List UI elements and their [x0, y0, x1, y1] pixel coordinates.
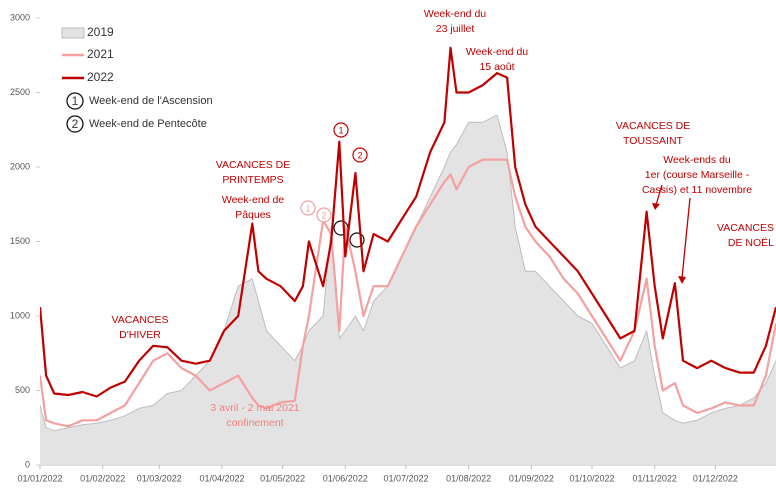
- annotation: PRINTEMPS: [222, 174, 283, 186]
- marker-circle: [333, 122, 349, 138]
- x-tick-label: 01/11/2022: [632, 473, 676, 483]
- x-tick-label: 01/09/2022: [509, 473, 554, 483]
- annotation: DE NOËL: [728, 237, 774, 249]
- marker-circle: [316, 207, 332, 223]
- legend-note: Week-end de Pentecôte: [89, 118, 207, 130]
- x-tick-label: 01/07/2022: [383, 473, 428, 483]
- marker-label: 2: [321, 210, 326, 220]
- marker-label: 2: [357, 150, 362, 160]
- y-tick-label: 500: [15, 385, 30, 395]
- x-tick-label: 01/02/2022: [80, 473, 125, 483]
- y-tick-label: 3000: [10, 12, 30, 22]
- legend-label: 2022: [87, 70, 114, 84]
- annotation: VACANCES: [717, 222, 774, 234]
- series-line: [40, 46, 776, 398]
- area-fill: [40, 114, 776, 466]
- plot: [40, 46, 776, 466]
- annotation: 3 avril - 2 mai 2021: [210, 402, 299, 414]
- x-tick-label: 01/04/2022: [199, 473, 244, 483]
- annotation: Cassis) et 11 novembre: [642, 184, 752, 196]
- x-tick-label: 01/06/2022: [323, 473, 368, 483]
- x-tick-label: 01/03/2022: [137, 473, 182, 483]
- marker-circle: [352, 147, 368, 163]
- legend-note: Week-end de l'Ascension: [89, 95, 213, 107]
- annotation: Week-end de: [222, 194, 284, 206]
- annotation: D'HIVER: [119, 329, 161, 341]
- marker-circle: [349, 232, 365, 248]
- x-tick-label: 01/08/2022: [446, 473, 491, 483]
- annotation-arrowhead: [652, 203, 660, 210]
- legend-marker-label: 2: [72, 117, 79, 131]
- x-tick-label: 01/10/2022: [569, 473, 614, 483]
- annotation-arrow: [655, 184, 663, 206]
- legend-marker: [66, 92, 84, 110]
- y-tick-label: 2000: [10, 161, 30, 171]
- annotation: Pâques: [235, 209, 271, 221]
- annotation: 1er (course Marseille -: [645, 169, 750, 181]
- y-tick-label: 1500: [10, 236, 30, 246]
- annotation-arrow: [681, 197, 691, 279]
- legend-marker: [66, 115, 84, 133]
- annotation-arrowhead: [678, 276, 686, 284]
- legend-swatch: [61, 27, 85, 39]
- marker-circle: [300, 200, 316, 216]
- x-tick-label: 01/05/2022: [260, 473, 305, 483]
- annotation: Week-end du: [466, 46, 528, 58]
- annotation: VACANCES: [112, 314, 169, 326]
- legend-label: 2021: [87, 47, 114, 61]
- annotation: confinement: [226, 417, 283, 429]
- annotation: 23 juillet: [436, 23, 475, 35]
- annotation: VACANCES DE: [616, 120, 691, 132]
- y-tick-label: 1000: [10, 310, 30, 320]
- y-tick-label: 2500: [10, 87, 30, 97]
- annotation: Week-ends du: [663, 154, 731, 166]
- annotation: Week-end du: [424, 8, 486, 20]
- marker-label: 1: [338, 125, 343, 135]
- marker-label: 1: [305, 203, 310, 213]
- annotation: TOUSSAINT: [623, 135, 683, 147]
- x-tick-label: 01/12/2022: [693, 473, 738, 483]
- legend-marker-label: 1: [72, 94, 79, 108]
- legend-label: 2019: [87, 25, 114, 39]
- series-line: [40, 158, 776, 428]
- annotation: VACANCES DE: [216, 159, 291, 171]
- x-tick-label: 01/01/2022: [17, 473, 62, 483]
- annotation: 15 août: [479, 61, 514, 73]
- y-tick-label: 0: [25, 459, 30, 469]
